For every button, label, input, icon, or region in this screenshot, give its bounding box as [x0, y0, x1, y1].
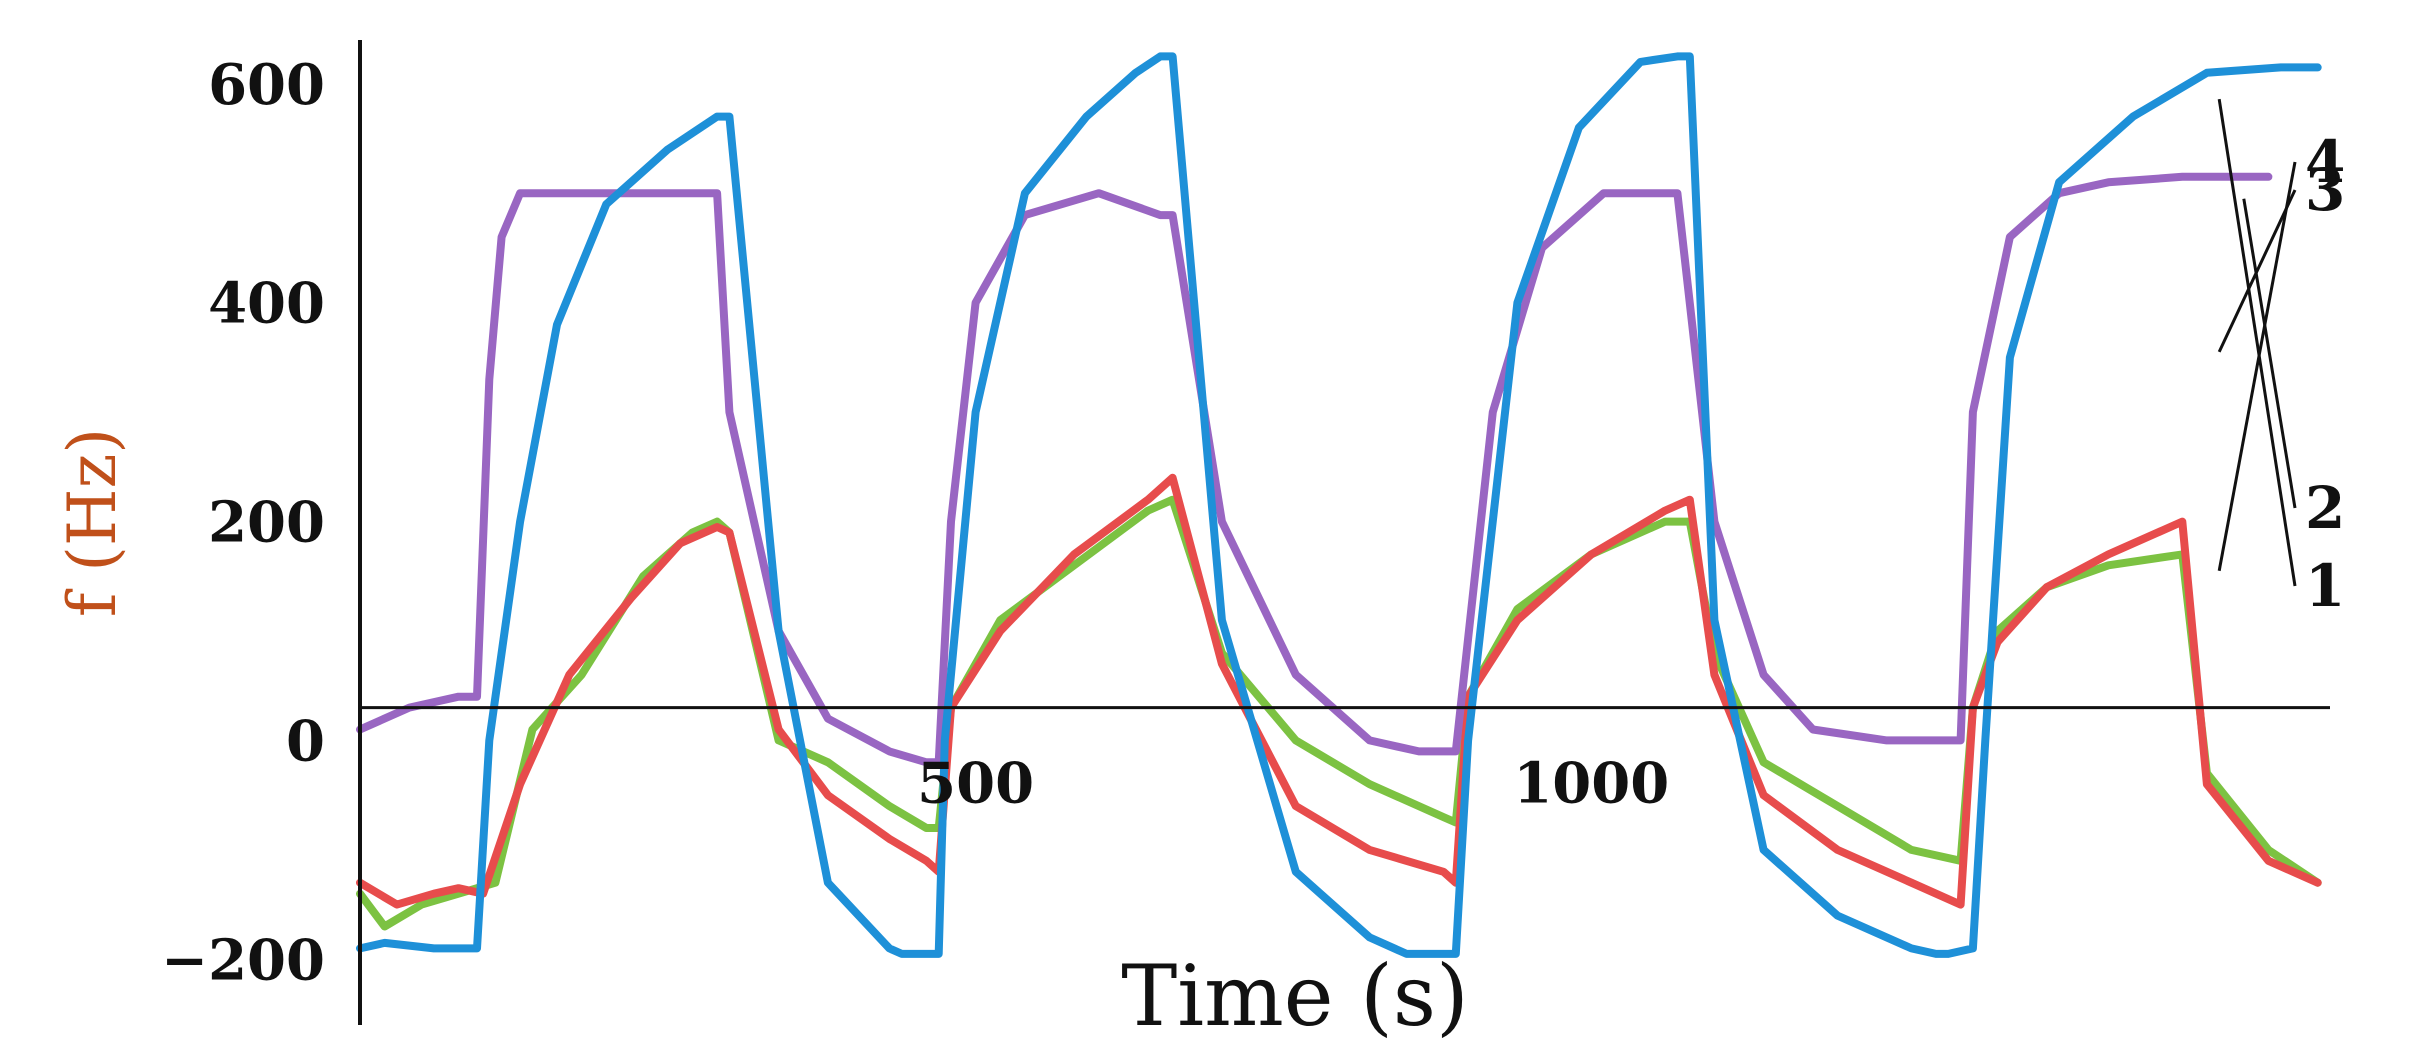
- y-tick-label: 200: [208, 490, 325, 556]
- callout-label-1: 1: [2305, 552, 2345, 620]
- callout-label-2: 2: [2305, 474, 2345, 542]
- callout-line-3: [2217, 189, 2297, 353]
- series-layer: [356, 52, 2322, 958]
- callout-line-4: [2217, 161, 2297, 572]
- y-tick-label: 600: [208, 52, 325, 118]
- x-tick-label: 500: [917, 751, 1034, 817]
- callout-line-1: [2217, 98, 2297, 587]
- callout-label-3: 3: [2305, 156, 2345, 224]
- series-line-1: [356, 52, 2322, 958]
- callout-line-2: [2242, 198, 2297, 509]
- axes-layer: [358, 40, 2330, 1025]
- labels-layer: 600 400 200 0 −200 500 1000 Time (s) f (Hz) 1 2 34: [54, 52, 2345, 1045]
- y-tick-label: −200: [161, 927, 325, 993]
- x-tick-label: 1000: [1513, 751, 1669, 817]
- y-tick-label: 400: [208, 271, 325, 337]
- y-axis-title: f (Hz): [54, 428, 131, 617]
- series-line-3: [356, 473, 2322, 909]
- callout-label-4: 4: [2305, 128, 2345, 196]
- x-axis-title: Time (s): [1121, 947, 1469, 1045]
- y-tick-label: 0: [286, 708, 325, 774]
